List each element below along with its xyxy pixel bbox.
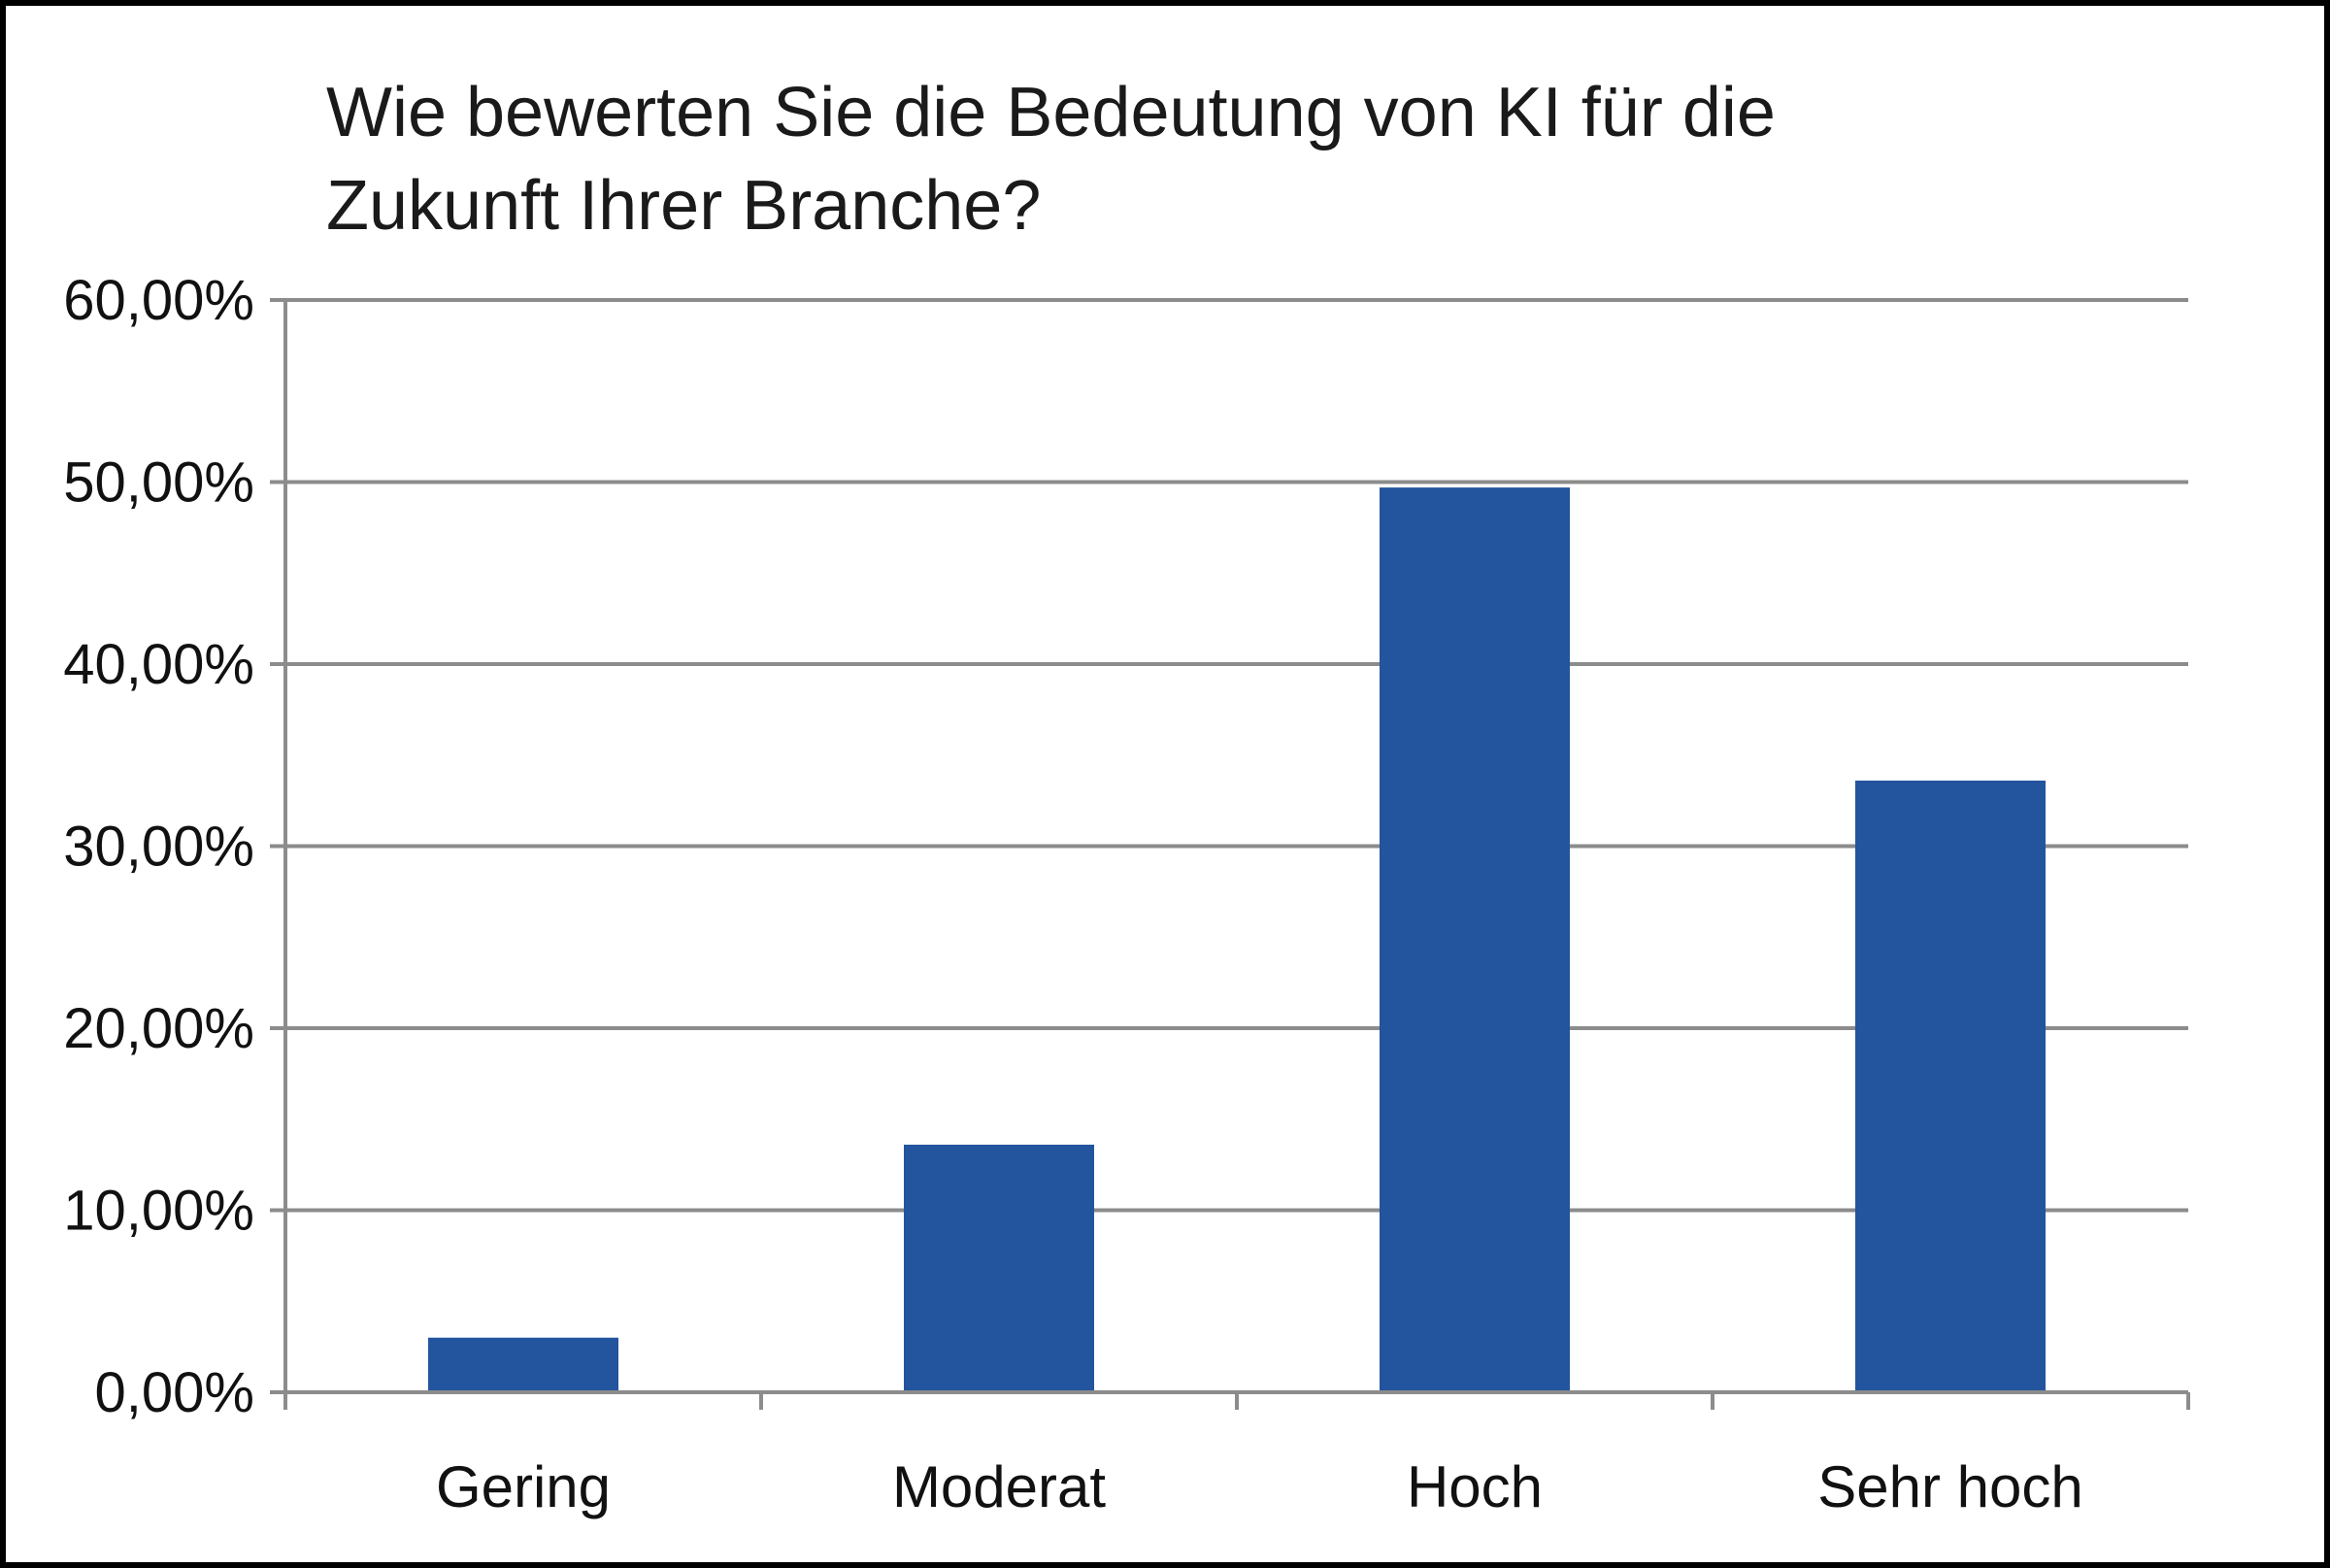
y-tick-label: 0,00% (95, 1361, 254, 1424)
y-tick-label: 40,00% (63, 633, 254, 696)
x-category-label: Gering (436, 1454, 611, 1519)
y-tick-label: 60,00% (63, 269, 254, 332)
y-tick-label: 10,00% (63, 1180, 254, 1243)
y-tick-label: 20,00% (63, 997, 254, 1060)
bar-gering (428, 1337, 618, 1390)
bar-moderat (904, 1145, 1094, 1390)
x-category-label: Moderat (892, 1454, 1106, 1519)
bar-chart: 0,00% 10,00% 20,00% 30,00% 40,00% 50,00% 60,00… (63, 269, 2190, 1519)
y-tick-label: 30,00% (63, 816, 254, 879)
y-tick-label: 50,00% (63, 451, 254, 515)
x-category-label: Sehr hoch (1817, 1454, 2083, 1519)
chart-title: Wie bewerten Sie die Bedeutung von KI fü… (326, 74, 1776, 245)
bar-sehr-hoch (1855, 781, 2046, 1390)
bar-hoch (1380, 487, 1570, 1390)
x-category-label: Hoch (1407, 1454, 1543, 1519)
